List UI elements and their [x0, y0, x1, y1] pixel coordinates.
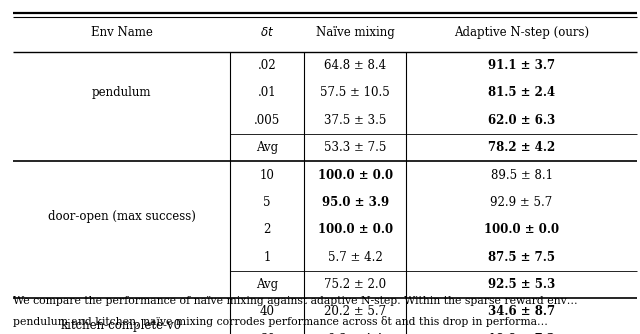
Text: door-open (max success): door-open (max success) [47, 210, 196, 222]
Text: 5.7 ± 4.2: 5.7 ± 4.2 [328, 251, 383, 264]
Text: 87.5 ± 7.5: 87.5 ± 7.5 [488, 251, 555, 264]
Text: 64.8 ± 8.4: 64.8 ± 8.4 [324, 59, 387, 72]
Text: 19.9 ± 7.2: 19.9 ± 7.2 [488, 333, 555, 334]
Text: 92.9 ± 5.7: 92.9 ± 5.7 [490, 196, 553, 209]
Text: 57.5 ± 10.5: 57.5 ± 10.5 [321, 87, 390, 99]
Text: 75.2 ± 2.0: 75.2 ± 2.0 [324, 278, 387, 291]
Text: kitchen-complete-v0: kitchen-complete-v0 [61, 319, 182, 332]
Text: 91.1 ± 3.7: 91.1 ± 3.7 [488, 59, 555, 72]
Text: 9.3 ± 4.4: 9.3 ± 4.4 [328, 333, 383, 334]
Text: .02: .02 [258, 59, 276, 72]
Text: 89.5 ± 8.1: 89.5 ± 8.1 [491, 169, 552, 181]
Text: .005: .005 [254, 114, 280, 127]
Text: pendulum and kitchen, naïve mixing corrodes performance across δt and this drop : pendulum and kitchen, naïve mixing corro… [13, 316, 548, 327]
Text: 100.0 ± 0.0: 100.0 ± 0.0 [484, 223, 559, 236]
Text: 20.2 ± 5.7: 20.2 ± 5.7 [324, 306, 387, 318]
Text: Avg: Avg [256, 278, 278, 291]
Text: 2: 2 [264, 223, 271, 236]
Text: 81.5 ± 2.4: 81.5 ± 2.4 [488, 87, 555, 99]
Text: 92.5 ± 5.3: 92.5 ± 5.3 [488, 278, 556, 291]
Text: We compare the performance of naïve mixing against adaptive N-step. Within the s: We compare the performance of naïve mixi… [13, 296, 577, 306]
Text: 40: 40 [260, 306, 275, 318]
Text: 10: 10 [260, 169, 275, 181]
Text: 34.6 ± 8.7: 34.6 ± 8.7 [488, 306, 555, 318]
Text: 37.5 ± 3.5: 37.5 ± 3.5 [324, 114, 387, 127]
Text: .01: .01 [258, 87, 276, 99]
Text: Adaptive N-step (ours): Adaptive N-step (ours) [454, 26, 589, 39]
Text: 5: 5 [264, 196, 271, 209]
Text: Naïve mixing: Naïve mixing [316, 26, 395, 39]
Text: Env Name: Env Name [91, 26, 152, 39]
Text: 100.0 ± 0.0: 100.0 ± 0.0 [317, 223, 393, 236]
Text: 78.2 ± 4.2: 78.2 ± 4.2 [488, 141, 556, 154]
Text: 53.3 ± 7.5: 53.3 ± 7.5 [324, 141, 387, 154]
Text: Avg: Avg [256, 141, 278, 154]
Text: 1: 1 [264, 251, 271, 264]
Text: 100.0 ± 0.0: 100.0 ± 0.0 [317, 169, 393, 181]
Text: 95.0 ± 3.9: 95.0 ± 3.9 [322, 196, 388, 209]
Text: pendulum: pendulum [92, 87, 151, 99]
Text: 62.0 ± 6.3: 62.0 ± 6.3 [488, 114, 556, 127]
Text: $\delta t$: $\delta t$ [260, 26, 275, 39]
Text: 30: 30 [260, 333, 275, 334]
